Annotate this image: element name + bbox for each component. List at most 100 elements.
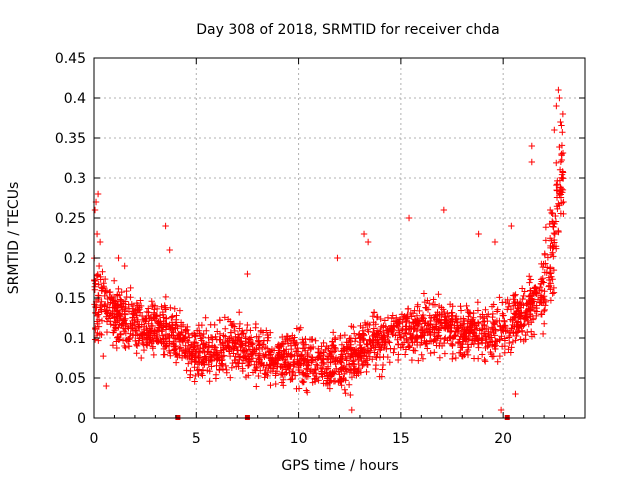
y-tick-label: 0.15 <box>55 291 86 307</box>
data-point <box>123 287 130 295</box>
data-point <box>114 317 121 324</box>
data-point <box>411 347 419 354</box>
data-point <box>339 353 346 361</box>
data-point <box>127 284 134 292</box>
data-point <box>433 342 440 349</box>
data-point <box>261 370 268 377</box>
data-point <box>547 280 554 287</box>
data-point <box>345 381 353 388</box>
data-point <box>143 342 151 349</box>
data-point <box>275 351 282 359</box>
data-point <box>178 354 186 362</box>
data-point <box>405 214 413 222</box>
data-point <box>166 338 173 345</box>
data-point <box>540 260 547 268</box>
data-point <box>506 339 513 347</box>
data-point <box>179 321 187 329</box>
data-point <box>364 238 372 246</box>
data-point <box>183 367 190 374</box>
data-point <box>338 341 346 348</box>
data-point <box>327 358 334 366</box>
data-point <box>192 333 199 340</box>
data-point <box>348 406 355 414</box>
data-point <box>162 293 170 301</box>
data-point <box>352 335 359 342</box>
data-point <box>239 367 247 375</box>
data-point <box>430 329 438 336</box>
data-point <box>280 376 287 383</box>
axis-ticks: 0 0.05 0.1 0.15 0.2 0.25 0.3 0.35 0.4 0.45 0 5 10 15 2… <box>55 51 585 447</box>
data-point <box>145 312 152 319</box>
data-point <box>502 328 509 335</box>
data-point <box>406 344 413 351</box>
data-point <box>449 318 456 326</box>
data-point <box>474 307 482 314</box>
data-point <box>119 337 127 344</box>
data-point <box>255 372 262 380</box>
data-point <box>379 366 386 373</box>
data-point <box>194 367 201 374</box>
data-point <box>403 318 410 325</box>
data-point <box>143 341 150 348</box>
data-point <box>539 330 547 338</box>
data-point <box>247 327 254 334</box>
data-point <box>129 305 136 312</box>
data-point <box>543 269 550 277</box>
data-point <box>379 336 387 343</box>
data-point <box>555 227 562 235</box>
data-point <box>150 314 157 321</box>
data-point <box>449 350 457 358</box>
data-point <box>146 334 154 341</box>
data-point <box>278 379 286 386</box>
data-point <box>333 365 340 373</box>
data-point <box>389 312 396 319</box>
data-point <box>357 334 364 341</box>
data-point <box>169 313 176 320</box>
data-point <box>549 290 556 297</box>
data-point <box>512 337 519 344</box>
data-point <box>138 312 146 320</box>
data-point <box>194 361 202 368</box>
data-point <box>102 308 109 315</box>
data-point <box>213 362 220 369</box>
data-point <box>513 322 520 329</box>
data-point <box>380 332 387 339</box>
data-point <box>545 274 553 281</box>
data-point <box>507 349 515 356</box>
data-point <box>135 323 142 330</box>
data-point <box>364 341 371 348</box>
data-point <box>213 336 220 343</box>
data-point <box>110 277 118 284</box>
data-point <box>206 378 213 385</box>
data-point <box>330 342 337 349</box>
data-point <box>299 379 307 386</box>
data-point <box>549 276 556 283</box>
data-point <box>262 371 269 378</box>
data-point <box>329 370 336 377</box>
data-point <box>159 332 166 339</box>
data-point <box>191 378 198 385</box>
data-point <box>290 337 297 344</box>
data-point <box>280 353 287 360</box>
data-point <box>549 219 557 227</box>
data-point <box>242 335 249 342</box>
data-point <box>398 311 406 318</box>
data-point <box>395 329 403 336</box>
data-point <box>98 284 105 291</box>
data-point <box>427 331 434 338</box>
data-point <box>192 339 200 346</box>
data-point <box>351 366 359 373</box>
data-point <box>263 327 270 334</box>
data-point <box>111 326 118 334</box>
data-point <box>186 334 193 341</box>
data-point <box>526 279 533 286</box>
data-point <box>91 336 99 343</box>
data-point <box>483 336 490 343</box>
data-point <box>501 317 508 324</box>
data-point <box>475 230 482 238</box>
data-point <box>288 375 295 383</box>
data-point <box>220 352 227 360</box>
data-point <box>107 321 114 328</box>
data-point <box>476 327 483 334</box>
data-point <box>415 357 422 364</box>
